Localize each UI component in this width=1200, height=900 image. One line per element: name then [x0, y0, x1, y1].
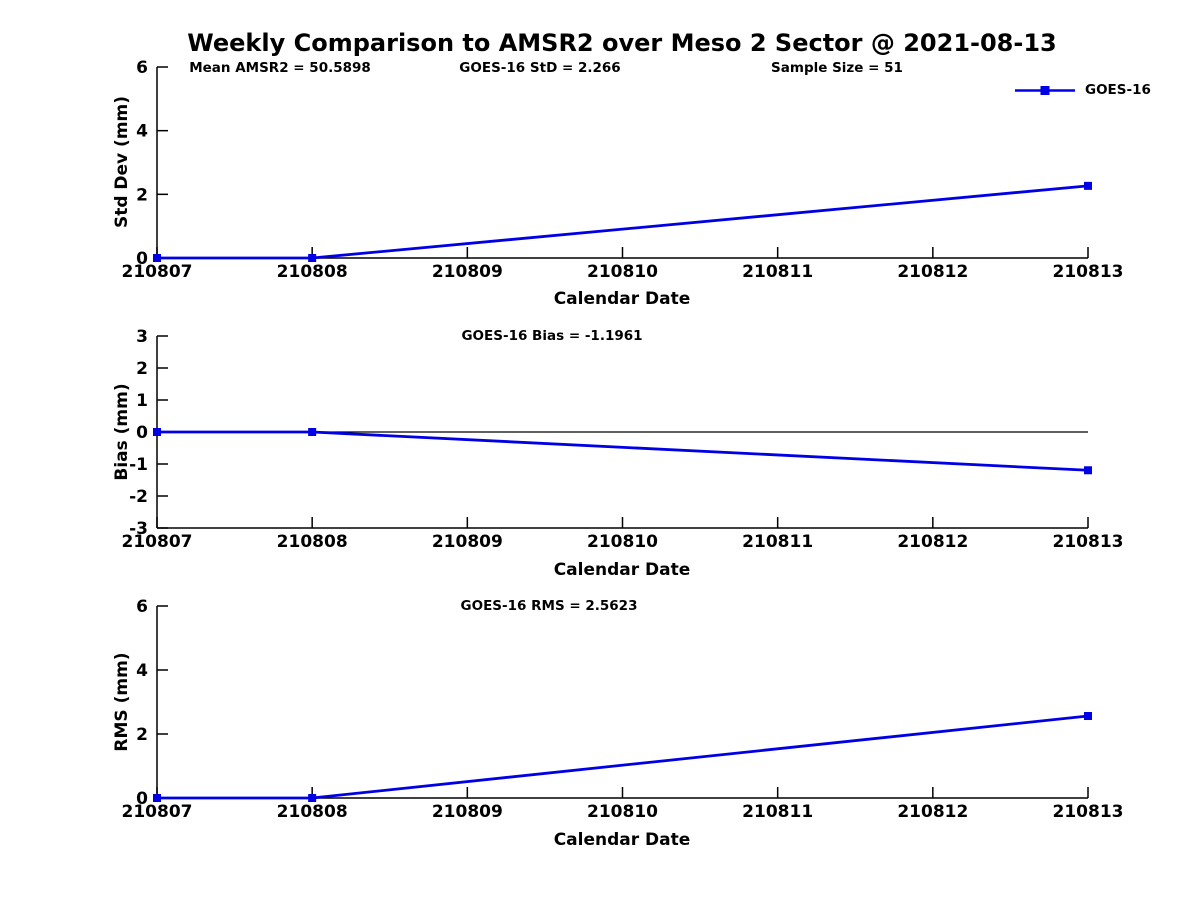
- rms-y-axis-label: RMS (mm): [112, 652, 132, 752]
- y-tick-label: 0: [136, 789, 148, 809]
- legend-marker: [1040, 85, 1050, 95]
- series-marker-GOES-16: [1084, 181, 1092, 190]
- bias-x-axis-label: Calendar Date: [553, 560, 691, 580]
- y-tick-label: -3: [129, 519, 148, 539]
- x-tick-label: 210810: [587, 262, 658, 282]
- y-tick-label: 0: [136, 423, 148, 443]
- y-tick-label: 6: [136, 597, 148, 617]
- series-marker-GOES-16: [1084, 466, 1092, 475]
- series-marker-GOES-16: [1084, 712, 1092, 721]
- y-tick-label: 6: [136, 58, 148, 78]
- x-tick-label: 210812: [897, 532, 968, 552]
- x-tick-label: 210810: [587, 802, 658, 822]
- series-marker-GOES-16: [308, 794, 317, 802]
- y-tick-label: 1: [136, 391, 148, 411]
- x-tick-label: 210807: [122, 262, 193, 282]
- series-marker-GOES-16: [153, 794, 161, 802]
- x-tick-label: 210811: [742, 532, 813, 552]
- stddev-x-axis-label: Calendar Date: [553, 289, 691, 309]
- y-tick-label: -1: [129, 455, 148, 475]
- series-line-GOES-16: [157, 714, 1089, 800]
- x-tick-label: 210807: [122, 532, 193, 552]
- series-marker-GOES-16: [153, 428, 161, 436]
- annotation-sample-size: Sample Size = 51: [771, 60, 903, 76]
- x-tick-label: 210808: [277, 262, 348, 282]
- x-tick-label: 210810: [587, 532, 658, 552]
- x-tick-label: 210812: [897, 262, 968, 282]
- y-tick-label: 2: [136, 725, 148, 745]
- bias-y-axis-label: Bias (mm): [112, 383, 132, 481]
- x-tick-label: 210809: [432, 532, 503, 552]
- annotation-goes16-rms: GOES-16 RMS = 2.5623: [460, 598, 638, 614]
- x-tick-label: 210809: [432, 802, 503, 822]
- y-tick-label: 3: [136, 327, 148, 347]
- annotation-goes16-bias: GOES-16 Bias = -1.1961: [461, 328, 643, 344]
- x-tick-label: 210808: [277, 802, 348, 822]
- x-tick-label: 210813: [1053, 532, 1124, 552]
- legend-line-icon: [1015, 85, 1075, 95]
- x-tick-label: 210812: [897, 802, 968, 822]
- y-tick-label: 2: [136, 185, 148, 205]
- stddev-y-axis-label: Std Dev (mm): [112, 95, 132, 229]
- stddev-plot: 0 2 4 6 210807 210808 210809 210810 210811 210812…: [122, 58, 1124, 282]
- figure-title: Weekly Comparison to AMSR2 over Meso 2 S…: [187, 29, 1057, 57]
- x-tick-label: 210813: [1053, 802, 1124, 822]
- rms-x-axis-label: Calendar Date: [553, 830, 691, 850]
- legend: GOES-16: [1014, 82, 1151, 98]
- y-tick-label: -2: [129, 487, 148, 507]
- y-tick-label: 4: [136, 661, 148, 681]
- annotation-goes16-std: GOES-16 StD = 2.266: [459, 60, 621, 76]
- x-tick-label: 210811: [742, 262, 813, 282]
- series-marker-GOES-16: [153, 254, 161, 262]
- legend-label: GOES-16: [1085, 82, 1151, 98]
- x-tick-label: 210809: [432, 262, 503, 282]
- rms-plot: 0 2 4 6 210807 210808 210809 210810 210811 210812…: [122, 597, 1124, 822]
- x-tick-label: 210808: [277, 532, 348, 552]
- series-line-GOES-16: [157, 430, 1089, 472]
- annotation-mean-amsr2: Mean AMSR2 = 50.5898: [189, 60, 371, 76]
- x-tick-label: 210807: [122, 802, 193, 822]
- series-marker-GOES-16: [308, 254, 317, 262]
- series-marker-GOES-16: [308, 428, 317, 436]
- x-tick-label: 210813: [1053, 262, 1124, 282]
- y-tick-label: 2: [136, 359, 148, 379]
- y-tick-label: 0: [136, 249, 148, 269]
- x-tick-label: 210811: [742, 802, 813, 822]
- y-tick-label: 4: [136, 122, 148, 142]
